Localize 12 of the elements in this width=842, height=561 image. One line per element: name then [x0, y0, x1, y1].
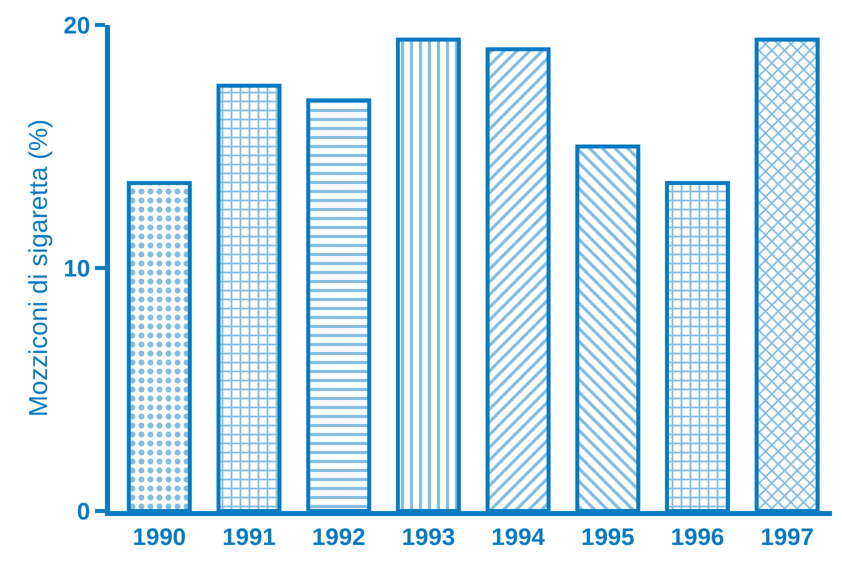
x-tick-label: 1993: [402, 524, 456, 551]
y-axis-title: Mozziconi di sigaretta (%): [22, 119, 53, 417]
x-tick-label: 1992: [312, 524, 366, 551]
x-tick-label: 1997: [760, 524, 814, 551]
x-tick-label: 1995: [581, 524, 634, 551]
x-tick-label: 1994: [491, 524, 546, 551]
x-tick-label: 1990: [132, 524, 186, 551]
x-tick-label: 1991: [222, 524, 276, 551]
x-tick-label: 1996: [670, 524, 724, 551]
y-tick-label: 0: [76, 498, 90, 526]
y-tick-label: 10: [63, 255, 90, 282]
y-tick-label: 20: [63, 12, 90, 40]
